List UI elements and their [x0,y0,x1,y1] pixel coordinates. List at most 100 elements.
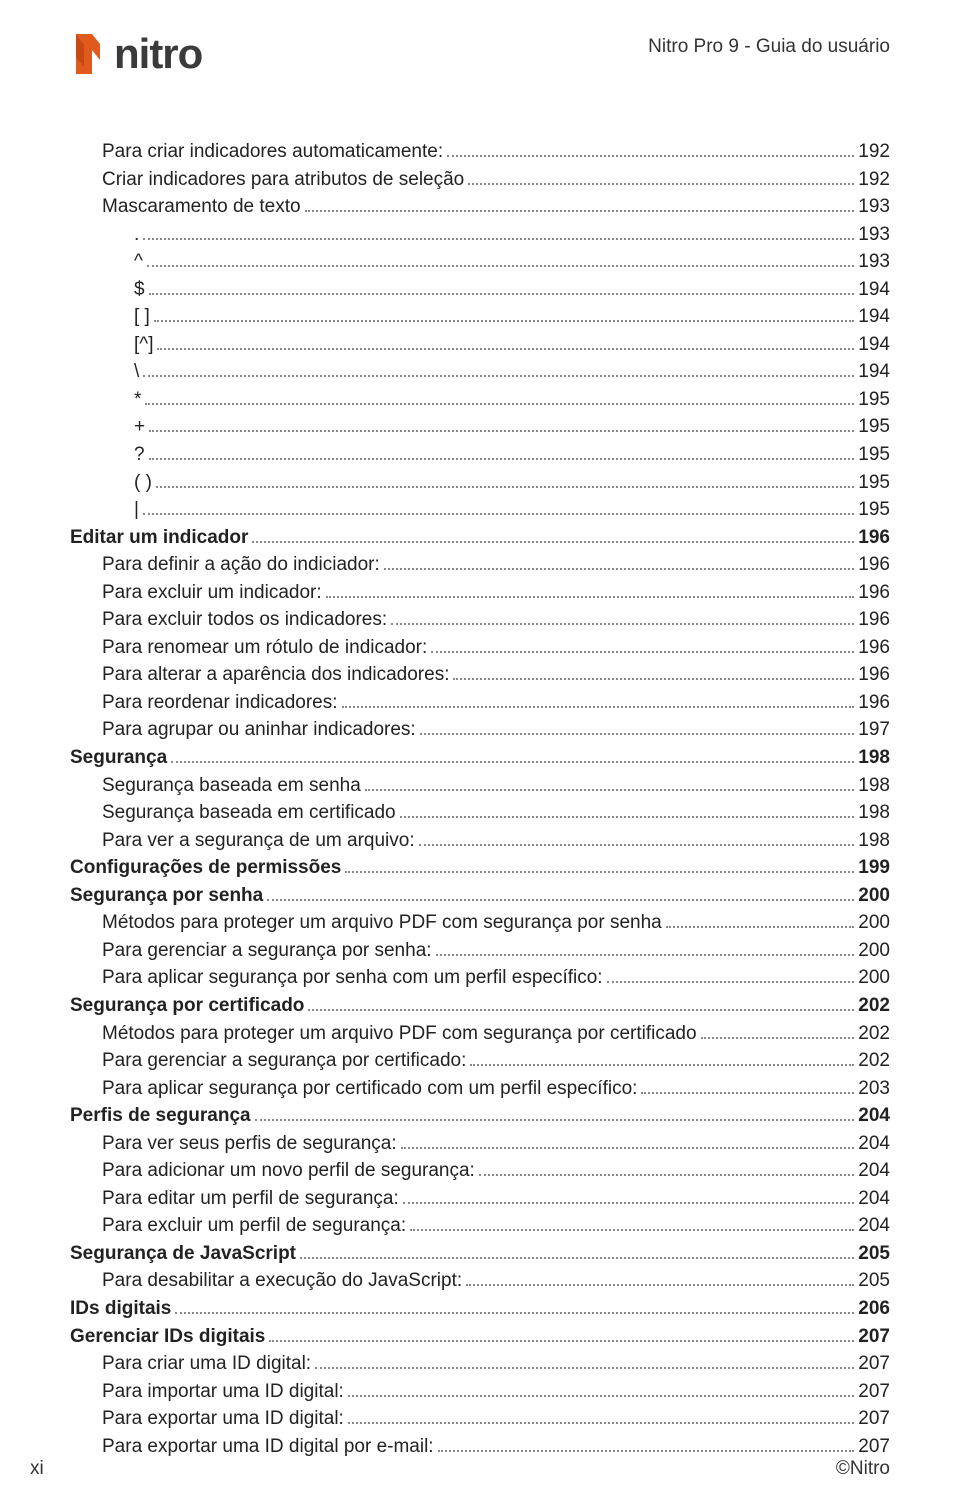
toc-leader-dots [348,1407,854,1424]
toc-leader-dots [149,278,855,295]
toc-entry-label: ? [134,441,145,469]
toc-entry-label: Para aplicar segurança por certificado c… [102,1075,637,1103]
toc-leader-dots [269,1324,854,1341]
toc-leader-dots [252,526,854,543]
toc-entry-label: Métodos para proteger um arquivo PDF com… [102,1020,697,1048]
toc-leader-dots [308,994,854,1011]
toc-entry-label: Editar um indicador [70,524,248,552]
toc-entry-label: Para criar indicadores automaticamente: [102,138,443,166]
toc-entry-label: Para definir a ação do indiciador: [102,551,380,579]
toc-leader-dots [154,305,854,322]
toc-entry-page: 207 [858,1433,890,1461]
toc-leader-dots [305,195,855,212]
toc-leader-dots [365,773,854,790]
toc-leader-dots [468,167,854,184]
toc-entry-label: Segurança por senha [70,882,263,910]
toc-leader-dots [175,1297,854,1314]
toc-entry-page: 205 [858,1267,890,1295]
toc-entry-page: 193 [858,221,890,249]
toc-entry-page: 192 [858,166,890,194]
toc-entry-page: 195 [858,469,890,497]
toc-entry-label: Para ver a segurança de um arquivo: [102,827,415,855]
toc-leader-dots [607,966,855,983]
toc-entry-label: Segurança [70,744,167,772]
toc-entry-label: Para gerenciar a segurança por senha: [102,937,432,965]
toc-entry: Perfis de segurança204 [70,1102,890,1130]
toc-entry-page: 204 [858,1212,890,1240]
toc-leader-dots [143,223,854,240]
toc-entry-label: Para excluir um perfil de segurança: [102,1212,406,1240]
toc-entry-page: 196 [858,551,890,579]
toc-entry: Segurança 198 [70,744,890,772]
nitro-logo-icon [70,30,112,78]
toc-entry-page: 196 [858,689,890,717]
toc-leader-dots [453,663,854,680]
toc-entry: Para ver a segurança de um arquivo:198 [70,827,890,855]
toc-entry-page: 200 [858,964,890,992]
toc-entry: Para agrupar ou aninhar indicadores: 197 [70,716,890,744]
toc-entry: Para gerenciar a segurança por senha:200 [70,937,890,965]
toc-entry-label: Métodos para proteger um arquivo PDF com… [102,909,662,937]
toc-entry-label: Segurança baseada em certificado [102,799,396,827]
toc-entry: Para excluir um perfil de segurança: 204 [70,1212,890,1240]
page-footer: xi ©Nitro [30,1458,890,1480]
toc-leader-dots [701,1021,855,1038]
toc-entry: Métodos para proteger um arquivo PDF com… [70,909,890,937]
toc-entry-page: 195 [858,386,890,414]
toc-entry-label: Para renomear um rótulo de indicador: [102,634,427,662]
toc-leader-dots [267,884,854,901]
toc-entry-page: 197 [858,716,890,744]
toc-entry: Para excluir um indicador: 196 [70,579,890,607]
toc-entry-page: 198 [858,799,890,827]
toc-entry-label: Perfis de segurança [70,1102,251,1130]
toc-entry: Para excluir todos os indicadores:196 [70,606,890,634]
page-number: xi [30,1458,44,1480]
toc-entry: Para importar uma ID digital:207 [70,1378,890,1406]
toc-entry: ( ) 195 [70,469,890,497]
toc-entry: Para ver seus perfis de segurança: 204 [70,1130,890,1158]
toc-entry: Configurações de permissões199 [70,854,890,882]
toc-entry-label: * [134,386,141,414]
toc-entry-label: Gerenciar IDs digitais [70,1323,265,1351]
toc-entry-page: 204 [858,1157,890,1185]
toc-entry: Para editar um perfil de segurança:204 [70,1185,890,1213]
toc-entry: $194 [70,276,890,304]
toc-entry-label: Para gerenciar a segurança por certifica… [102,1047,466,1075]
toc-entry: Para gerenciar a segurança por certifica… [70,1047,890,1075]
toc-leader-dots [641,1077,854,1094]
toc-entry-page: 196 [858,634,890,662]
document-title: Nitro Pro 9 - Guia do usuário [648,36,890,58]
toc-entry-page: 193 [858,193,890,221]
toc-entry-label: Para aplicar segurança por senha com um … [102,964,603,992]
toc-entry-page: 196 [858,524,890,552]
toc-entry-label: ( ) [134,469,152,497]
toc-entry: Mascaramento de texto193 [70,193,890,221]
toc-entry-label: Para agrupar ou aninhar indicadores: [102,716,416,744]
toc-entry: Segurança baseada em senha198 [70,772,890,800]
toc-entry-page: 203 [858,1075,890,1103]
toc-entry-page: 204 [858,1130,890,1158]
toc-entry-page: 194 [858,276,890,304]
toc-entry-page: 207 [858,1323,890,1351]
toc-entry-page: 196 [858,661,890,689]
toc-entry-label: Segurança de JavaScript [70,1240,296,1268]
nitro-logo-text: nitro [114,30,202,78]
toc-entry-label: Para reordenar indicadores: [102,689,338,717]
toc-entry: Para desabilitar a execução do JavaScrip… [70,1267,890,1295]
toc-entry: IDs digitais206 [70,1295,890,1323]
toc-entry: Para aplicar segurança por senha com um … [70,964,890,992]
toc-entry-page: 196 [858,579,890,607]
toc-entry-label: Para excluir um indicador: [102,579,322,607]
toc-entry-page: 195 [858,441,890,469]
toc-leader-dots [345,856,854,873]
toc-entry-page: 195 [858,413,890,441]
toc-leader-dots [315,1352,854,1369]
toc-entry-page: 198 [858,744,890,772]
toc-leader-dots [326,581,855,598]
toc-leader-dots [419,829,855,846]
toc-entry-label: ^ [134,248,143,276]
toc-entry-label: Para ver seus perfis de segurança: [102,1130,397,1158]
toc-entry: Segurança baseada em certificado 198 [70,799,890,827]
toc-leader-dots [348,1380,854,1397]
toc-entry-page: 194 [858,303,890,331]
